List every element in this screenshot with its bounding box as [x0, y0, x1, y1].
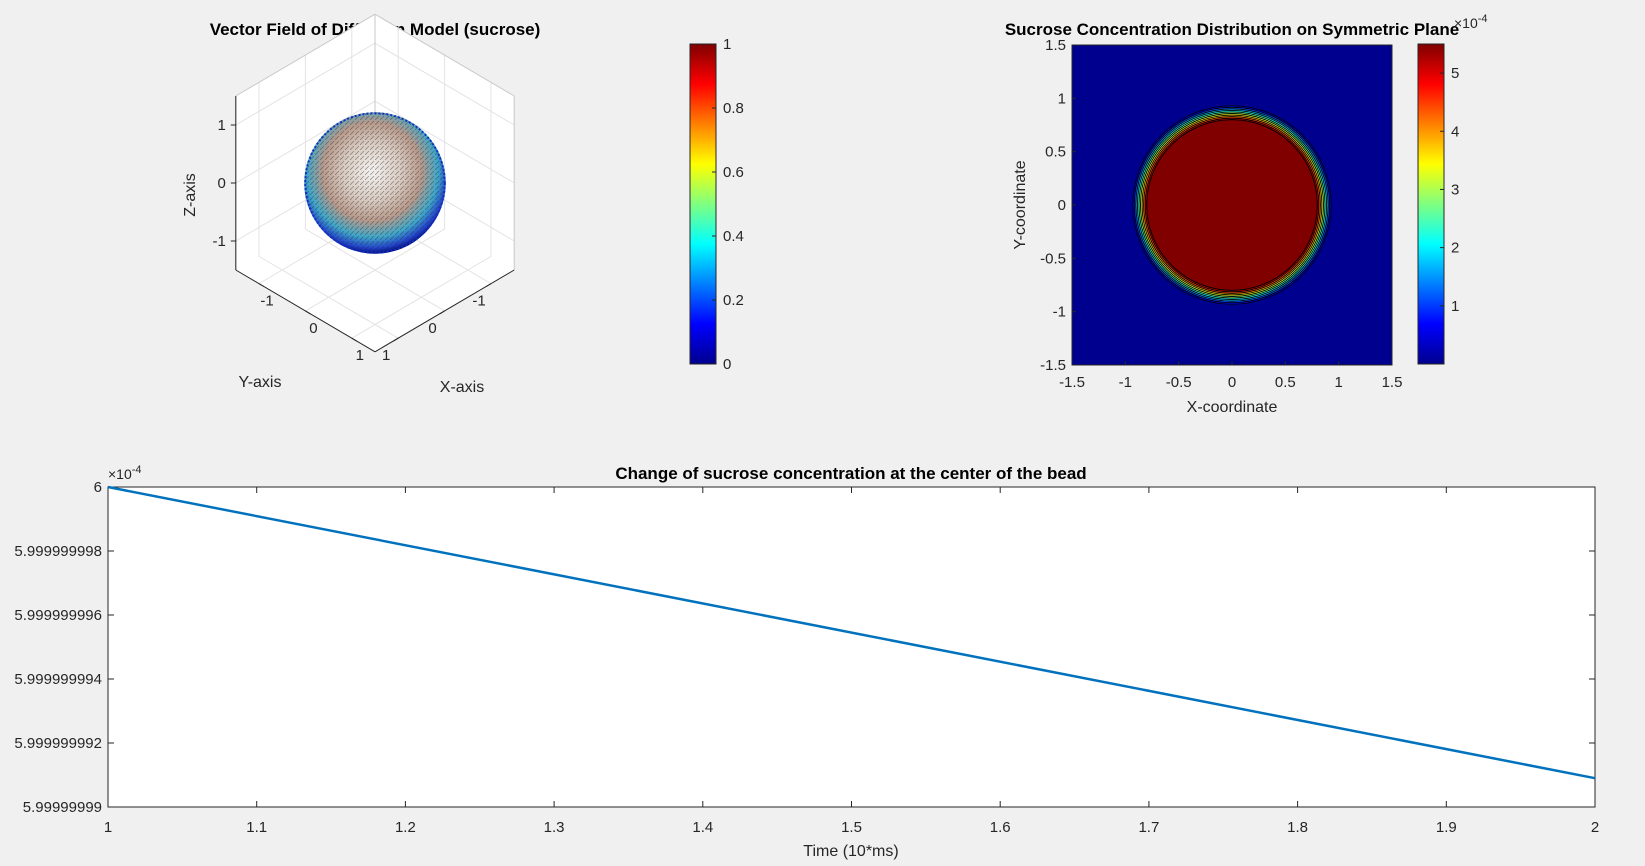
axis-ticks: -1.5 -1 -0.5 0 0.5 1 1.5 -1.5 -1 -0.5 0 0.5 1 1.5	[1040, 37, 1402, 391]
colorbar-tick-label: 2	[1451, 240, 1459, 257]
z-tick-label: 1	[217, 117, 225, 134]
y-tick-label: -1.5	[1040, 357, 1066, 374]
contour-core	[1146, 119, 1318, 291]
x-axis-label: Time (10*ms)	[803, 843, 898, 860]
y-tick-label: 6	[94, 479, 102, 496]
x-tick-label: 1.7	[1138, 819, 1159, 836]
concentration-plane-chart: Sucrose Concentration Distribution on Sy…	[1005, 13, 1488, 416]
y-axis-exponent: ×10-4	[108, 464, 142, 482]
colorbar-tick-label: 0.4	[723, 228, 744, 245]
x-tick-label: 1	[356, 347, 364, 364]
y-tick	[439, 310, 445, 315]
y-tick-label: -0.5	[1040, 250, 1066, 267]
x-tick-label: 1.6	[990, 819, 1011, 836]
y-axis-label: Y-axis	[239, 374, 282, 391]
colorbar: 0 0.2 0.4 0.6 0.8 1	[689, 36, 744, 373]
center-concentration-chart: Change of sucrose concentration at the c…	[14, 464, 1599, 860]
y-tick	[485, 283, 492, 288]
series-line	[107, 485, 1596, 780]
box-edge	[374, 13, 515, 97]
x-tick-label: -1	[1119, 374, 1132, 391]
colorbar-tick-label: 0.6	[723, 164, 744, 181]
x-tick-label: 1.3	[544, 819, 565, 836]
x-tick-label: 1.8	[1287, 819, 1308, 836]
colorbar-tick-label: 5	[1451, 65, 1459, 82]
grid-line	[235, 42, 376, 126]
colorbar: 1 2 3 4 5 ×10-4	[1417, 13, 1488, 365]
x-tick-label: 1	[1334, 374, 1342, 391]
x-tick-label: 1.9	[1436, 819, 1457, 836]
x-tick-label: 1	[104, 819, 112, 836]
y-tick-label: 1	[382, 347, 390, 364]
y-tick-label: 0	[428, 320, 436, 337]
y-tick-label: -1	[472, 293, 485, 310]
y-tick	[392, 337, 399, 342]
colorbar-tick-label: 0.8	[723, 100, 744, 117]
x-axis-label: X-axis	[440, 379, 484, 396]
y-tick-label: -1	[1053, 304, 1066, 321]
x-axis-label: X-coordinate	[1187, 399, 1278, 416]
y-tick-label: 1.5	[1045, 37, 1066, 54]
axis-ticks: -1 0 1 -1 0 1 -1 0 1	[212, 117, 492, 364]
x-tick-label: 2	[1591, 819, 1599, 836]
x-tick-label: 1.2	[395, 819, 416, 836]
x-tick	[305, 310, 311, 315]
y-tick-label: 1	[1058, 90, 1066, 107]
plot-area	[107, 486, 1596, 808]
z-tick-label: -1	[212, 233, 225, 250]
y-tick-label: 5.99999999	[23, 799, 102, 816]
y-tick-label: 5.999999992	[14, 735, 102, 752]
colorbar-tick-label: 3	[1451, 181, 1459, 198]
series-polyline	[107, 485, 1596, 780]
y-tick-label: 0	[1058, 197, 1066, 214]
box-edge	[235, 13, 376, 97]
y-axis-label: Y-coordinate	[1012, 160, 1029, 249]
x-tick-label: -1.5	[1059, 374, 1085, 391]
chart-title: Sucrose Concentration Distribution on Sy…	[1005, 20, 1459, 39]
x-tick-label: 1.5	[841, 819, 862, 836]
colorbar-tick-label: 1	[723, 36, 731, 53]
x-tick-label: 0	[309, 320, 317, 337]
x-tick	[258, 283, 265, 288]
colorbar-tick-label: 4	[1451, 123, 1459, 140]
sphere-vector-field	[304, 112, 446, 254]
x-tick-label: -1	[260, 293, 273, 310]
x-tick	[351, 337, 358, 342]
axis-ticks: 1 1.1 1.2 1.3 1.4 1.5 1.6 1.7 1.8 1.9 2 5.99999999 5…	[14, 464, 1599, 836]
grid-line	[374, 42, 515, 126]
colorbar-tick-label: 1	[1451, 298, 1459, 315]
x-tick-label: -0.5	[1166, 374, 1192, 391]
y-tick-label: 5.999999998	[14, 543, 102, 560]
y-tick-label: 5.999999994	[14, 671, 102, 688]
x-tick-label: 1.1	[246, 819, 267, 836]
vector-field-chart: Vector Field of Diffusion Model (sucrose…	[182, 13, 744, 396]
colorbar-scale	[689, 43, 717, 365]
colorbar-scale	[1417, 43, 1445, 365]
colorbar-tick-label: 0	[723, 356, 731, 373]
x-tick-label: 0	[1228, 374, 1236, 391]
x-tick-label: 0.5	[1275, 374, 1296, 391]
colorbar-tick-label: 0.2	[723, 292, 744, 309]
z-tick-label: 0	[217, 175, 225, 192]
colorbar-exponent: ×10-4	[1454, 13, 1488, 31]
x-tick-label: 1.5	[1382, 374, 1403, 391]
grid-line	[258, 255, 399, 339]
vector-arrows	[304, 112, 446, 254]
plot-area	[1071, 44, 1393, 366]
y-tick-label: 5.999999996	[14, 607, 102, 624]
z-axis-label: Z-axis	[182, 173, 199, 217]
chart-title: Change of sucrose concentration at the c…	[615, 464, 1086, 483]
x-tick-label: 1.4	[692, 819, 713, 836]
y-tick-label: 0.5	[1045, 144, 1066, 161]
sphere-rim	[304, 112, 446, 254]
